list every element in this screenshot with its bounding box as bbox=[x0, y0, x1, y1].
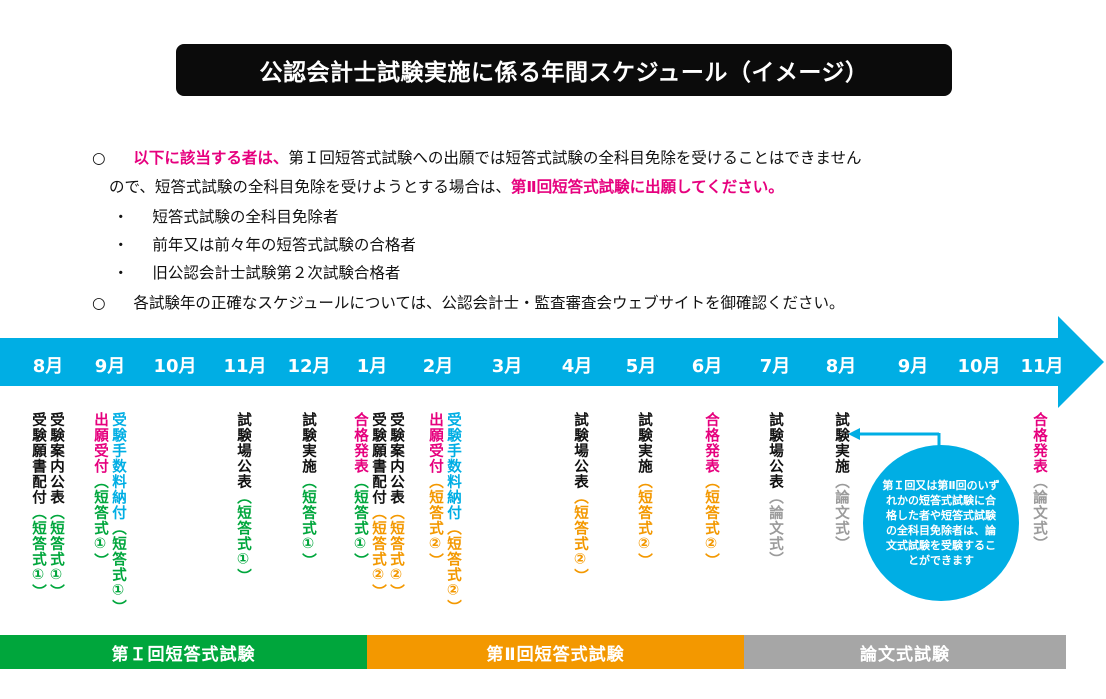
callout-text: 第Ｉ回又は第Ⅱ回のいずれかの短答式試験に合格した者や短答式試験の全科目免除者は、… bbox=[882, 479, 1000, 567]
event-sep-1: 受験手数料納付（短答式①） 出願受付（短答式①） bbox=[92, 412, 126, 615]
event-may-exam: 試験実施（短答式②） bbox=[636, 412, 652, 569]
event-dec-exam: 試験実施（短答式①） bbox=[300, 412, 316, 569]
month-label: 8月 bbox=[825, 356, 857, 377]
note-item-text: 旧公認会計士試験第２次試験合格者 bbox=[152, 264, 401, 282]
month-label: 2月 bbox=[422, 356, 454, 377]
event-jul-venue: 試験場公表（論文式） bbox=[767, 412, 783, 567]
dot-bullet-icon: ・ bbox=[113, 236, 129, 254]
event-jun: 合格発表（短答式②） bbox=[703, 412, 719, 569]
note-item-1: ・ 短答式試験の全科目免除者 bbox=[113, 205, 338, 227]
event-nov-1: 試験場公表（短答式①） bbox=[235, 412, 251, 584]
month-label: 10月 bbox=[957, 356, 1001, 377]
note-highlight-2: 第Ⅱ回短答式試験に出願してください。 bbox=[510, 178, 784, 196]
month-label: 7月 bbox=[759, 356, 791, 377]
callout-bubble: 第Ｉ回又は第Ⅱ回のいずれかの短答式試験に合格した者や短答式試験の全科目免除者は、… bbox=[863, 445, 1019, 601]
note-item-text: 短答式試験の全科目免除者 bbox=[152, 208, 339, 226]
month-label: 3月 bbox=[491, 356, 523, 377]
event-aug-announce: 受験案内公表（短答式①） bbox=[48, 412, 64, 600]
note-text-last: 各試験年の正確なスケジュールについては、公認会計士・監査審査会ウェブサイトを御確… bbox=[133, 294, 845, 312]
page-title: 公認会計士試験実施に係る年間スケジュール（イメージ） bbox=[176, 44, 952, 96]
month-label: 6月 bbox=[691, 356, 723, 377]
timeline-arrow bbox=[0, 316, 1104, 408]
month-label: 11月 bbox=[1020, 356, 1064, 377]
event-jul: 試験場公表（論文式） bbox=[767, 412, 783, 567]
note-text-2: ので、短答式試験の全科目免除を受けようとする場合は、 bbox=[109, 178, 511, 196]
event-feb-application: 出願受付（短答式②） bbox=[427, 412, 443, 569]
month-label: 11月 bbox=[223, 356, 267, 377]
dot-bullet-icon: ・ bbox=[113, 208, 129, 226]
note-text-1: 第Ｉ回短答式試験への出願では短答式試験の全科目免除を受けることはできません bbox=[288, 149, 862, 167]
note-line-2: ので、短答式試験の全科目免除を受けようとする場合は、第Ⅱ回短答式試験に出願してく… bbox=[109, 175, 784, 197]
event-nov-venue: 試験場公表（短答式①） bbox=[235, 412, 251, 584]
note-item-text: 前年又は前々年の短答式試験の合格者 bbox=[152, 236, 416, 254]
event-sep-fee: 受験手数料納付（短答式①） bbox=[110, 412, 126, 615]
note-highlight-1: 以下に該当する者は、 bbox=[133, 149, 289, 167]
event-feb-fee: 受験手数料納付（短答式②） bbox=[445, 412, 461, 615]
event-feb: 受験手数料納付（短答式②） 出願受付（短答式②） bbox=[427, 412, 461, 615]
event-sep-application: 出願受付（短答式①） bbox=[92, 412, 108, 569]
event-nov-2: 合格発表（論文式） bbox=[1031, 412, 1047, 552]
note-item-3: ・ 旧公認会計士試験第２次試験合格者 bbox=[113, 261, 400, 283]
event-aug-essay-exam: 試験実施（論文式） bbox=[833, 412, 849, 552]
event-jan-announce: 受験案内公表（短答式②） bbox=[388, 412, 404, 600]
month-label: 9月 bbox=[897, 356, 929, 377]
month-label: 8月 bbox=[32, 356, 64, 377]
month-label: 4月 bbox=[561, 356, 593, 377]
dot-bullet-icon: ・ bbox=[113, 264, 129, 282]
month-label: 1月 bbox=[356, 356, 388, 377]
month-label: 5月 bbox=[625, 356, 657, 377]
event-aug-application-form: 受験願書配付（短答式①） bbox=[30, 412, 46, 600]
circle-bullet-icon: ○ bbox=[92, 294, 106, 312]
note-item-2: ・ 前年又は前々年の短答式試験の合格者 bbox=[113, 233, 416, 255]
event-jan-results: 合格発表（短答式①） bbox=[352, 412, 368, 569]
band-second-short-answer: 第Ⅱ回短答式試験 bbox=[367, 635, 744, 669]
event-jan-application-form: 受験願書配付（短答式②） bbox=[370, 412, 386, 600]
event-apr-venue: 試験場公表（短答式②） bbox=[572, 412, 588, 584]
event-dec: 試験実施（短答式①） bbox=[300, 412, 316, 569]
event-may: 試験実施（短答式②） bbox=[636, 412, 652, 569]
note-line-1: ○ 以下に該当する者は、第Ｉ回短答式試験への出願では短答式試験の全科目免除を受け… bbox=[92, 146, 861, 168]
band-essay: 論文式試験 bbox=[744, 635, 1066, 669]
event-aug-2: 試験実施（論文式） bbox=[833, 412, 849, 552]
circle-bullet-icon: ○ bbox=[92, 149, 106, 167]
event-apr: 試験場公表（短答式②） bbox=[572, 412, 588, 584]
month-label: 10月 bbox=[153, 356, 197, 377]
month-label: 9月 bbox=[94, 356, 126, 377]
note-line-last: ○ 各試験年の正確なスケジュールについては、公認会計士・監査審査会ウェブサイトを… bbox=[92, 291, 845, 313]
band-first-short-answer: 第Ｉ回短答式試験 bbox=[0, 635, 367, 669]
event-aug-1: 受験案内公表（短答式①） 受験願書配付（短答式①） bbox=[30, 412, 64, 600]
event-jan: 受験案内公表（短答式②） 受験願書配付（短答式②） 合格発表（短答式①） bbox=[352, 412, 404, 600]
month-label: 12月 bbox=[287, 356, 331, 377]
event-jun-results: 合格発表（短答式②） bbox=[703, 412, 719, 569]
event-nov-essay-results: 合格発表（論文式） bbox=[1031, 412, 1047, 552]
